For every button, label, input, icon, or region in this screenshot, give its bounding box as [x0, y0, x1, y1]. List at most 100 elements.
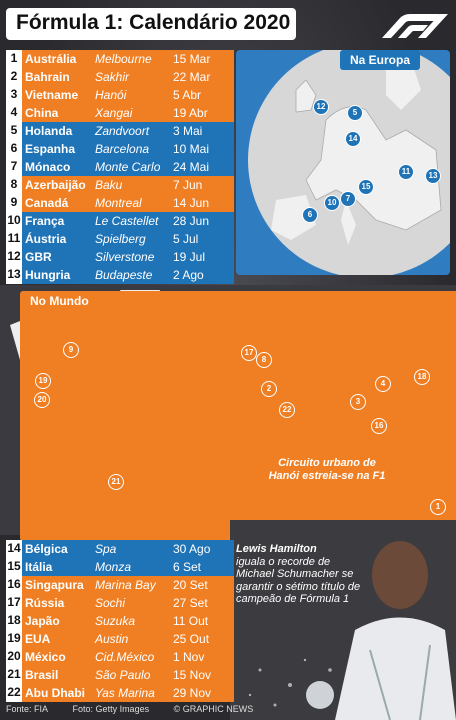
race-row: 16 Singapura Marina Bay 20 Set — [6, 575, 234, 594]
race-country: Vietname — [25, 87, 79, 102]
pin-16: 16 — [371, 418, 387, 434]
race-row: 3 Vietname Hanói 5 Abr — [6, 85, 234, 104]
europe-label: Na Europa — [340, 50, 421, 70]
footer: Fonte: FIA Foto: Getty Images © GRAPHIC … — [6, 704, 275, 714]
race-city: Le Castellet — [95, 213, 159, 228]
race-number: 5 — [6, 121, 22, 140]
race-date: 7 Jun — [173, 177, 203, 192]
pin-10: 10 — [324, 195, 340, 211]
race-number: 14 — [6, 540, 22, 558]
race-city: Yas Marina — [95, 685, 155, 700]
race-number: 13 — [6, 265, 22, 284]
race-country: Brasil — [25, 667, 59, 682]
race-country: Azerbaijão — [25, 177, 86, 192]
race-number: 15 — [6, 557, 22, 576]
race-row: 19 EUA Austin 25 Out — [6, 629, 234, 648]
pin-1: 1 — [430, 499, 446, 515]
pin-18: 18 — [414, 369, 430, 385]
race-date: 19 Abr — [173, 105, 208, 120]
pin-7: 7 — [340, 191, 356, 207]
race-number: 17 — [6, 593, 22, 612]
race-number: 18 — [6, 611, 22, 630]
race-city: Montreal — [95, 195, 142, 210]
race-city: Austin — [95, 631, 129, 646]
race-row: 5 Holanda Zandvoort 3 Mai — [6, 121, 234, 140]
race-number: 8 — [6, 175, 22, 194]
footer-credit: © GRAPHIC NEWS — [173, 704, 254, 714]
race-date: 29 Nov — [173, 685, 212, 700]
race-country: Itália — [25, 559, 53, 574]
europe-map — [236, 50, 450, 275]
race-number: 20 — [6, 647, 22, 666]
race-country: Mónaco — [25, 159, 71, 174]
race-country: EUA — [25, 631, 51, 646]
race-date: 25 Out — [173, 631, 210, 646]
race-row: 22 Abu Dhabi Yas Marina 29 Nov — [6, 683, 234, 702]
race-city: Spielberg — [95, 231, 146, 246]
page-title: Fórmula 1: Calendário 2020 — [6, 8, 296, 40]
race-country: Holanda — [25, 123, 73, 138]
race-number: 9 — [6, 193, 22, 212]
footer-photo: Foto: Getty Images — [72, 704, 150, 714]
race-date: 20 Set — [173, 577, 208, 592]
hamilton-caption: Lewis Hamilton iguala o recorde de Micha… — [236, 543, 361, 606]
race-country: Bélgica — [25, 541, 68, 556]
pin-21: 21 — [108, 474, 124, 490]
race-row: 8 Azerbaijão Baku 7 Jun — [6, 175, 234, 194]
race-number: 12 — [6, 247, 22, 266]
pin-2: 2 — [261, 381, 277, 397]
race-row: 13 Hungria Budapeste 2 Ago — [6, 265, 234, 284]
race-country: Singapura — [25, 577, 84, 592]
race-number: 6 — [6, 139, 22, 158]
race-number: 11 — [6, 229, 22, 248]
race-city: Silverstone — [95, 249, 155, 264]
race-city: Suzuka — [95, 613, 136, 628]
race-row: 4 China Xangai 19 Abr — [6, 103, 234, 122]
race-country: Austrália — [25, 51, 77, 66]
race-date: 19 Jul — [173, 249, 206, 264]
race-date: 3 Mai — [173, 123, 203, 138]
race-row: 9 Canadá Montreal 14 Jun — [6, 193, 234, 212]
pin-17: 17 — [241, 345, 257, 361]
race-date: 1 Nov — [173, 649, 205, 664]
race-country: GBR — [25, 249, 52, 264]
race-city: Barcelona — [95, 141, 150, 156]
pin-22: 22 — [279, 402, 295, 418]
hamilton-text: iguala o recorde de Michael Schumacher s… — [236, 555, 361, 606]
pin-20: 20 — [34, 392, 50, 408]
race-city: Sakhir — [95, 69, 130, 84]
races-table-bottom: 14 Bélgica Spa 30 Ago 15 Itália Monza 6 Set 16 Si… — [6, 540, 234, 702]
hanoi-note: Circuito urbano de Hanói estreia-se na F… — [268, 457, 386, 482]
race-date: 2 Ago — [173, 267, 204, 282]
race-date: 30 Ago — [173, 541, 211, 556]
race-country: México — [25, 649, 66, 664]
race-date: 5 Abr — [173, 87, 202, 102]
race-number: 21 — [6, 665, 22, 684]
race-city: Monte Carlo — [95, 159, 161, 174]
race-number: 2 — [6, 67, 22, 86]
race-date: 10 Mai — [173, 141, 210, 156]
pin-14: 14 — [345, 131, 361, 147]
pin-13: 13 — [425, 168, 441, 184]
race-row: 11 Áustria Spielberg 5 Jul — [6, 229, 234, 248]
hamilton-name: Lewis Hamilton — [236, 543, 317, 555]
f1-logo-icon — [382, 14, 448, 38]
race-row: 18 Japão Suzuka 11 Out — [6, 611, 234, 630]
pin-3: 3 — [350, 394, 366, 410]
hamilton-photo — [230, 520, 456, 720]
race-country: Bahrain — [25, 69, 70, 84]
race-row: 6 Espanha Barcelona 10 Mai — [6, 139, 234, 158]
race-country: Áustria — [25, 231, 67, 246]
race-country: Japão — [25, 613, 60, 628]
race-row: 14 Bélgica Spa 30 Ago — [6, 540, 234, 558]
pin-9: 9 — [63, 342, 79, 358]
race-number: 3 — [6, 85, 22, 104]
footer-source: Fonte: FIA — [6, 704, 49, 714]
race-number: 22 — [6, 683, 22, 702]
race-date: 27 Set — [173, 595, 208, 610]
world-label: No Mundo — [20, 291, 456, 541]
race-country: Abu Dhabi — [25, 685, 85, 700]
race-date: 28 Jun — [173, 213, 210, 228]
race-city: Cid.México — [95, 649, 155, 664]
race-number: 7 — [6, 157, 22, 176]
